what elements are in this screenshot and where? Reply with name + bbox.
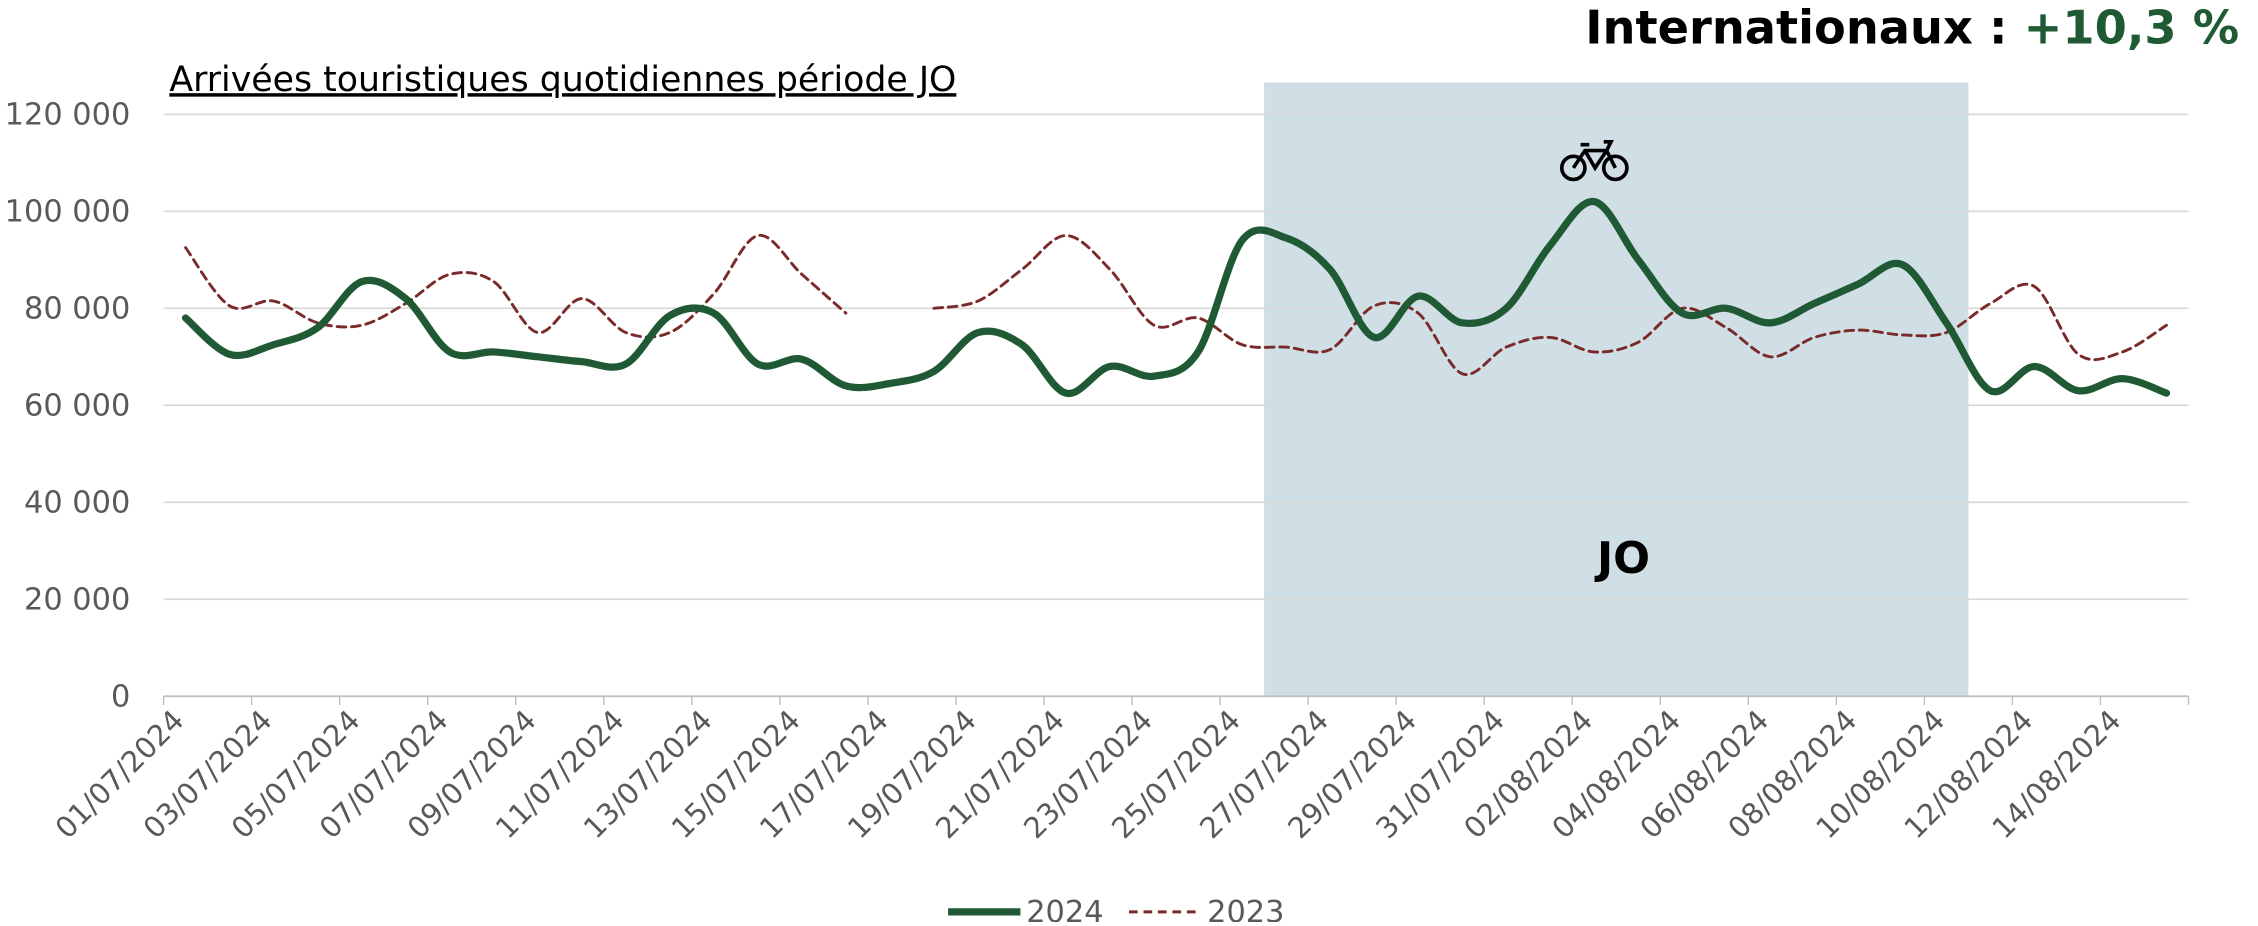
jo-period: [1264, 82, 1969, 697]
legend-label: 2023: [1207, 895, 1284, 922]
headline-label: Internationaux :: [1585, 0, 2007, 54]
y-tick-label: 100 000: [5, 194, 131, 229]
y-tick-label: 60 000: [24, 388, 130, 423]
annotation: JO: [1594, 534, 1650, 584]
chart-title: Arrivées touristiques quotidiennes pério…: [169, 60, 956, 100]
headline: Internationaux : +10,3 %: [1585, 0, 2239, 54]
y-tick-label: 20 000: [24, 582, 130, 617]
y-tick-label: 120 000: [5, 97, 131, 132]
headline-value: +10,3 %: [2024, 0, 2240, 54]
line-2023: [932, 234, 2168, 376]
line-2024: [181, 198, 2171, 397]
bike-icon: [1559, 140, 1629, 182]
legend-label: 2024: [1026, 895, 1103, 922]
y-tick-label: 40 000: [24, 485, 130, 520]
line-2023: [184, 234, 848, 339]
y-tick-label: 80 000: [24, 291, 130, 326]
y-tick-label: 0: [111, 679, 130, 714]
